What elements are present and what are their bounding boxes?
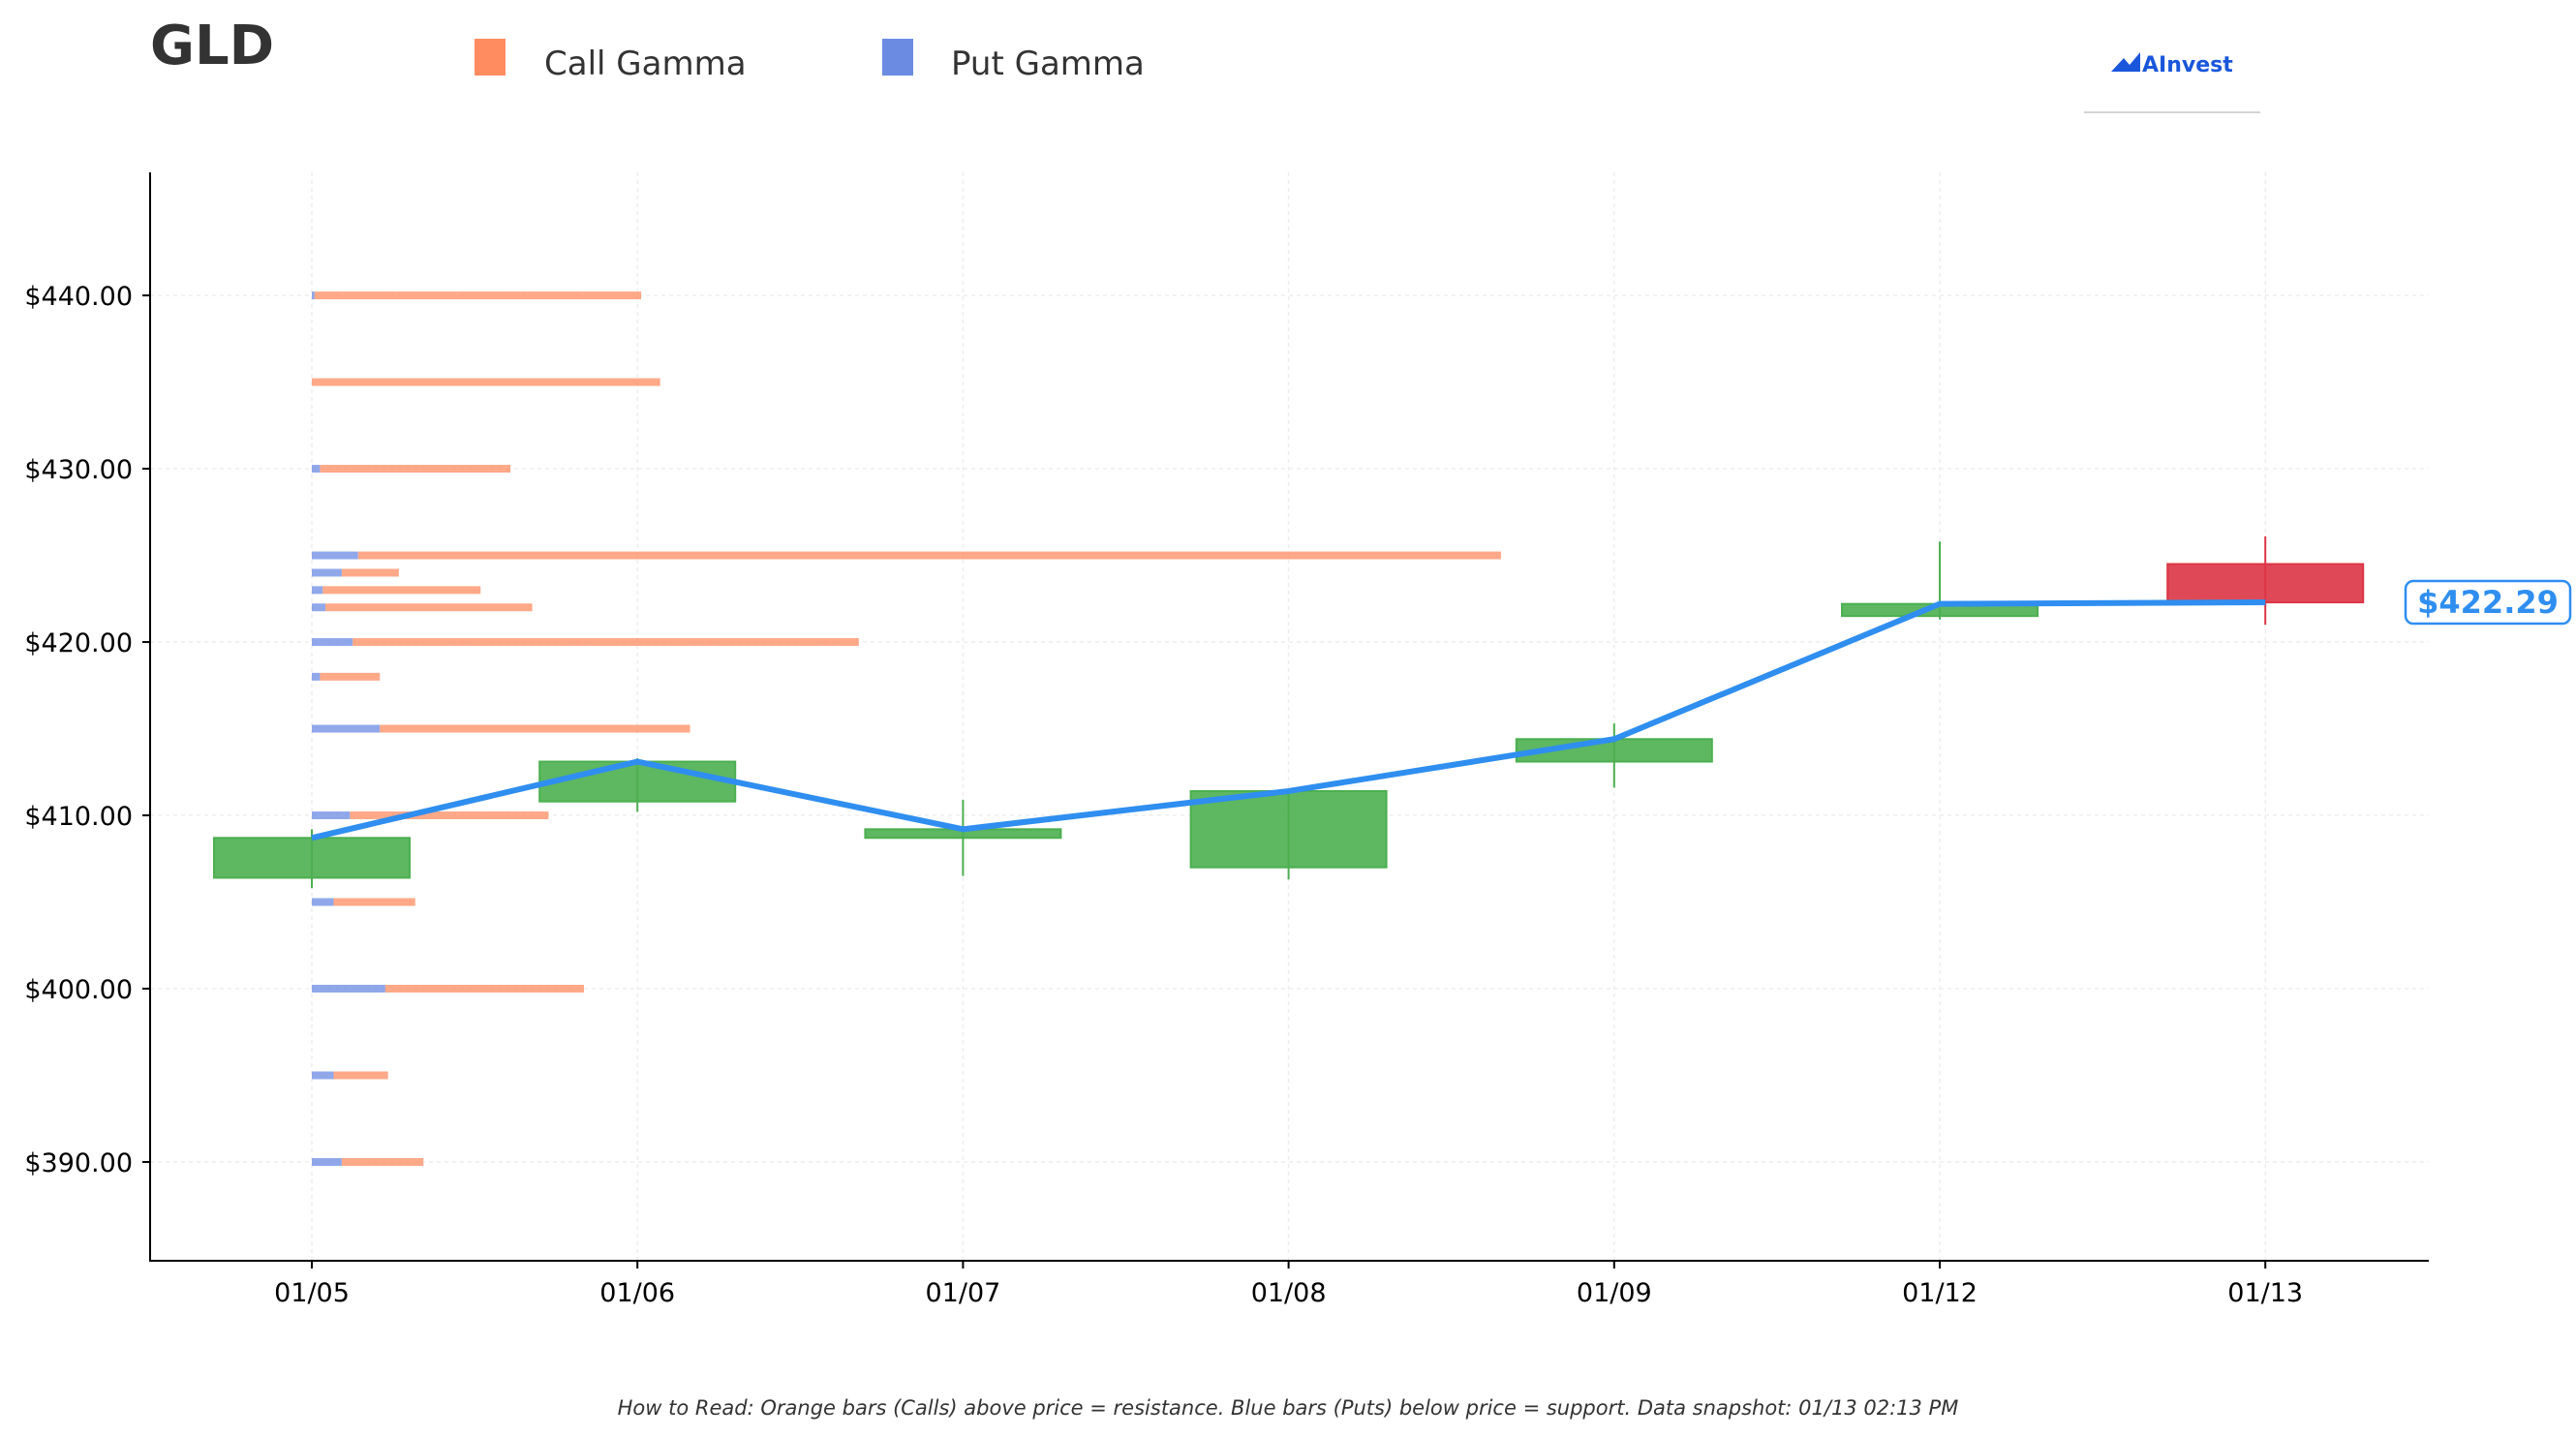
last-price-tag: $422.29 [2404, 579, 2572, 626]
call-gamma-bar [333, 1071, 388, 1080]
put-gamma-bar [312, 465, 321, 474]
put-gamma-bar [312, 551, 358, 560]
call-gamma-bar [384, 985, 584, 993]
call-gamma-bar [350, 811, 549, 820]
x-tick-label: 01/08 [1251, 1278, 1327, 1308]
y-tick-label: $420.00 [24, 628, 133, 658]
candle-body-up [213, 837, 411, 879]
last-price-box [2404, 579, 2572, 626]
put-gamma-bar [312, 291, 315, 300]
put-gamma-bar [312, 672, 321, 681]
call-gamma-bar [357, 551, 1501, 560]
put-gamma-bar [312, 638, 353, 647]
brand-logo: AInvest [2084, 52, 2260, 113]
call-gamma-bar [380, 724, 690, 733]
put-gamma-bar [312, 811, 351, 820]
x-tick-label: 01/07 [925, 1278, 1000, 1308]
x-ticks: 01/05 01/06 01/07 01/08 01/09 01/12 01/13 [274, 1261, 2303, 1308]
legend-label-put: Put Gamma [951, 45, 1145, 83]
call-gamma-bar [341, 568, 399, 577]
candle-body-down [2166, 563, 2365, 604]
put-gamma-bar [312, 1157, 342, 1166]
call-gamma-bar [320, 672, 381, 681]
legend: Call Gamma Put Gamma [475, 39, 1145, 83]
brand-logo-icon [2111, 52, 2140, 72]
put-gamma-bar [312, 586, 323, 595]
call-gamma-bar [320, 465, 511, 474]
put-gamma-bar [312, 603, 326, 612]
put-gamma-bar [312, 568, 342, 577]
legend-swatch-put [882, 39, 913, 76]
y-tick-label: $430.00 [24, 455, 133, 485]
footnote: How to Read: Orange bars (Calls) above p… [618, 1396, 1959, 1420]
candle-body-up [538, 760, 737, 803]
legend-swatch-call [475, 39, 506, 76]
close-price-line [311, 599, 2266, 841]
y-tick-label: $440.00 [24, 282, 133, 312]
call-gamma-bar [353, 638, 859, 647]
put-gamma-bar [312, 1071, 334, 1080]
close-line-path [311, 599, 2266, 841]
brand-logo-text: AInvest [2142, 53, 2233, 77]
call-gamma-bar [333, 898, 415, 906]
x-tick-label: 01/09 [1577, 1278, 1652, 1308]
call-gamma-bar [322, 586, 481, 595]
x-tick-label: 01/13 [2227, 1278, 2303, 1308]
call-gamma-bar [325, 603, 533, 612]
x-tick-label: 01/12 [1902, 1278, 1978, 1308]
chart-title: GLD [150, 15, 274, 77]
put-gamma-bar [312, 898, 334, 906]
last-price-label: $422.29 [2417, 584, 2559, 621]
call-gamma-bar [341, 1157, 424, 1166]
y-tick-label: $400.00 [24, 975, 133, 1005]
call-gamma-bar [312, 378, 660, 386]
put-gamma-bar [312, 985, 385, 993]
y-tick-label: $390.00 [24, 1148, 133, 1178]
x-tick-label: 01/05 [274, 1278, 350, 1308]
legend-label-call: Call Gamma [544, 45, 747, 83]
call-gamma-bar [314, 291, 642, 300]
y-ticks: $390.00 $400.00 $410.00 $420.00 $430.00 $440.… [24, 282, 150, 1178]
y-tick-label: $410.00 [24, 802, 133, 832]
gamma-bars [312, 291, 1501, 1166]
put-gamma-bar [312, 724, 381, 733]
x-tick-label: 01/06 [599, 1278, 675, 1308]
candle-body-up [1189, 789, 1388, 869]
